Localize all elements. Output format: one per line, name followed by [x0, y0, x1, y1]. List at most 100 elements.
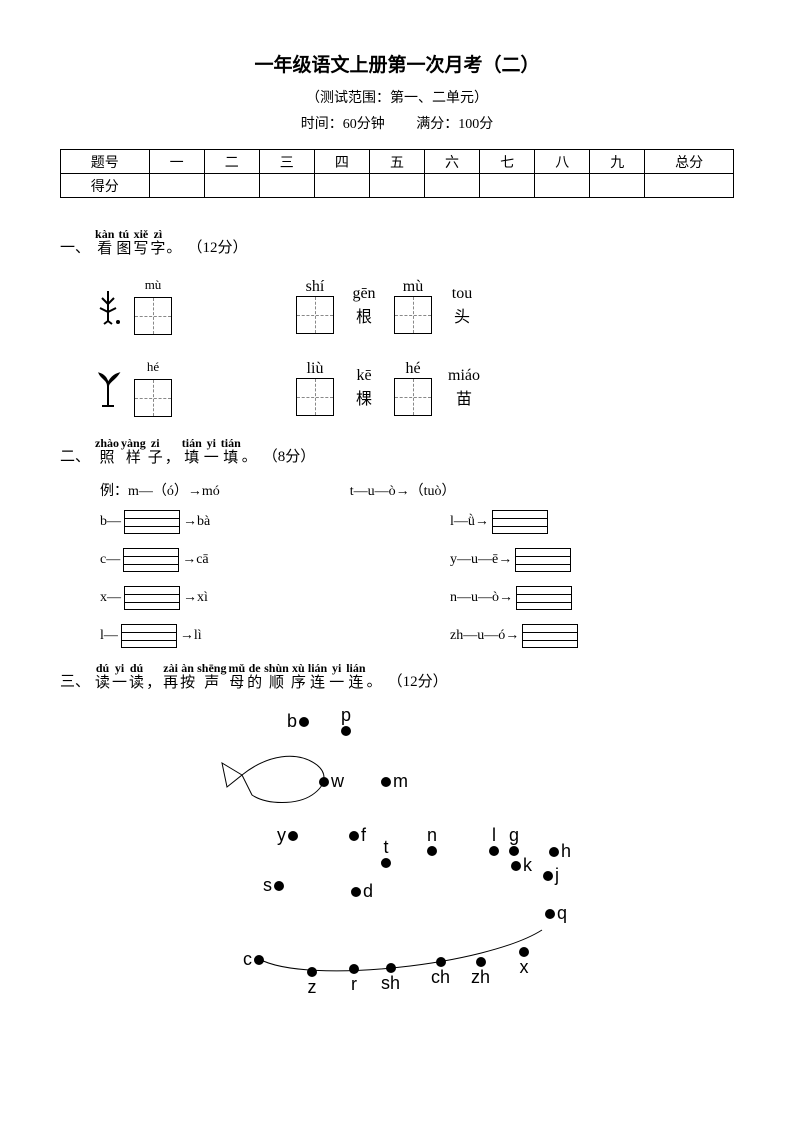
- ruby-item: zhào照: [95, 437, 119, 466]
- ruby-item: xiě写: [133, 228, 148, 257]
- q2-left-item: b—→bà: [100, 510, 320, 534]
- q2-right-item: l—ǜ→: [450, 510, 670, 534]
- page-subtitle: （测试范围：第一、二单元）: [60, 87, 734, 107]
- ruby-item: de的: [247, 662, 262, 691]
- score-col: 三: [259, 150, 314, 174]
- pinyin-blank: [492, 510, 548, 534]
- pinyin-label: gēn: [352, 285, 375, 303]
- pinyin-blank: [124, 586, 180, 610]
- fish-icon: [222, 756, 324, 802]
- pinyin-label: hé: [147, 359, 159, 375]
- dot-icon: [381, 777, 391, 787]
- pinyin-label: mù: [403, 278, 423, 296]
- consonant-dot-c: c: [243, 949, 266, 970]
- seedling-icon: [90, 368, 126, 408]
- score-col: 七: [480, 150, 535, 174]
- dot-icon: [381, 858, 391, 868]
- score-col: 六: [425, 150, 480, 174]
- character-box: [296, 296, 334, 334]
- ruby-item: ，: [165, 437, 180, 466]
- consonant-dot-b: b: [287, 711, 311, 732]
- pinyin-blank: [121, 624, 177, 648]
- dot-icon: [319, 777, 329, 787]
- dot-icon: [254, 955, 264, 965]
- dot-icon: [476, 957, 486, 967]
- consonant-dot-sh: sh: [381, 963, 400, 994]
- dot-icon: [489, 846, 499, 856]
- pinyin-blank: [124, 510, 180, 534]
- pinyin-label: hé: [405, 360, 420, 378]
- q2-left-item: c—→cā: [100, 548, 320, 572]
- fullscore-label: 满分：100分: [416, 117, 493, 132]
- pinyin-blank: [515, 548, 571, 572]
- pinyin-label: shí: [306, 278, 325, 296]
- hanzi-text: 头: [448, 303, 476, 327]
- q3-title-ruby: dú读yi一dú读 ，zài再àn按shēng声mǔ母de的shùn顺xù序li…: [94, 662, 367, 691]
- ruby-item: zì字: [150, 228, 165, 257]
- consonant-dot-l: l: [487, 825, 501, 856]
- consonant-dot-j: j: [541, 865, 559, 886]
- consonant-dot-z: z: [305, 967, 319, 998]
- consonant-dot-zh: zh: [471, 957, 490, 988]
- dot-icon: [549, 847, 559, 857]
- hanzi-text: 棵: [350, 385, 378, 409]
- consonant-dot-p: p: [339, 705, 353, 736]
- consonant-dot-h: h: [547, 841, 571, 862]
- q2-body: 例：m—（ó）→mó t—u—ò→（tuò） b—→bàl—ǜ→c—→cāy—u…: [100, 480, 734, 648]
- q2-left-item: x—→xì: [100, 586, 320, 610]
- consonant-dot-r: r: [347, 964, 361, 995]
- pinyin-blank: [123, 548, 179, 572]
- q2-right-item: n—u—ò→: [450, 586, 670, 610]
- score-col: 二: [204, 150, 259, 174]
- exam-info: 时间：60分钟 满分：100分: [60, 113, 734, 133]
- score-col: 一: [149, 150, 204, 174]
- q2-heading: 二、 zhào照yàng样zi子 ，tián填yi一tián填 。 （8分）: [60, 437, 734, 466]
- consonant-dot-ch: ch: [431, 957, 450, 988]
- q1-points: （12分）: [187, 236, 247, 257]
- q2-number: 二、: [60, 445, 90, 466]
- q1-number: 一、: [60, 236, 90, 257]
- tree-icon: [90, 286, 126, 326]
- ruby-item: shēng声: [197, 662, 226, 691]
- score-table: 题号 一 二 三 四 五 六 七 八 九 总分 得分: [60, 149, 734, 198]
- consonant-dot-t: t: [379, 837, 393, 868]
- ruby-item: yi一: [329, 662, 344, 691]
- consonant-dot-m: m: [379, 771, 408, 792]
- ruby-item: dú读: [129, 662, 144, 691]
- consonant-dot-n: n: [425, 825, 439, 856]
- q2-title-ruby: zhào照yàng样zi子 ，tián填yi一tián填: [94, 437, 242, 466]
- dot-icon: [288, 831, 298, 841]
- q2-right-item: zh—u—ó→: [450, 624, 670, 648]
- dot-icon: [349, 831, 359, 841]
- q2-left-item: l—→lì: [100, 624, 320, 648]
- consonant-dot-k: k: [509, 855, 532, 876]
- dot-icon: [349, 964, 359, 974]
- q3-points: （12分）: [388, 670, 448, 691]
- consonant-dot-w: w: [317, 771, 344, 792]
- hanzi-text: 根: [350, 303, 378, 327]
- score-col: 九: [590, 150, 645, 174]
- ruby-item: lián连: [346, 662, 365, 691]
- pinyin-blank: [522, 624, 578, 648]
- dot-icon: [511, 861, 521, 871]
- q2-right-item: y—u—ē→: [450, 548, 670, 572]
- q3-period: 。: [367, 670, 382, 691]
- character-box: [134, 297, 172, 335]
- consonant-dot-s: s: [263, 875, 286, 896]
- pinyin-label: miáo: [448, 367, 480, 385]
- pinyin-blank: [516, 586, 572, 610]
- q1-period: 。: [166, 236, 181, 257]
- character-box: [134, 379, 172, 417]
- dot-icon: [341, 726, 351, 736]
- score-col: 四: [314, 150, 369, 174]
- character-box: [394, 296, 432, 334]
- consonant-dot-y: y: [277, 825, 300, 846]
- ruby-item: yàng样: [121, 437, 146, 466]
- dot-icon: [351, 887, 361, 897]
- character-box: [296, 378, 334, 416]
- q3-diagram: bpwmyftnlghkjsdqczrshchzhx: [147, 705, 647, 1005]
- q2-example-left: 例：m—（ó）→mó: [100, 480, 220, 500]
- q2-points: （8分）: [263, 445, 316, 466]
- dot-icon: [545, 909, 555, 919]
- page-title: 一年级语文上册第一次月考（二）: [60, 50, 734, 77]
